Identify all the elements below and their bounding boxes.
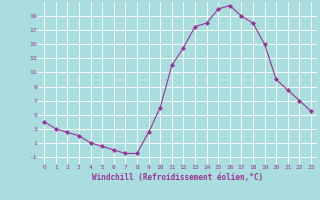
X-axis label: Windchill (Refroidissement éolien,°C): Windchill (Refroidissement éolien,°C) <box>92 173 263 182</box>
